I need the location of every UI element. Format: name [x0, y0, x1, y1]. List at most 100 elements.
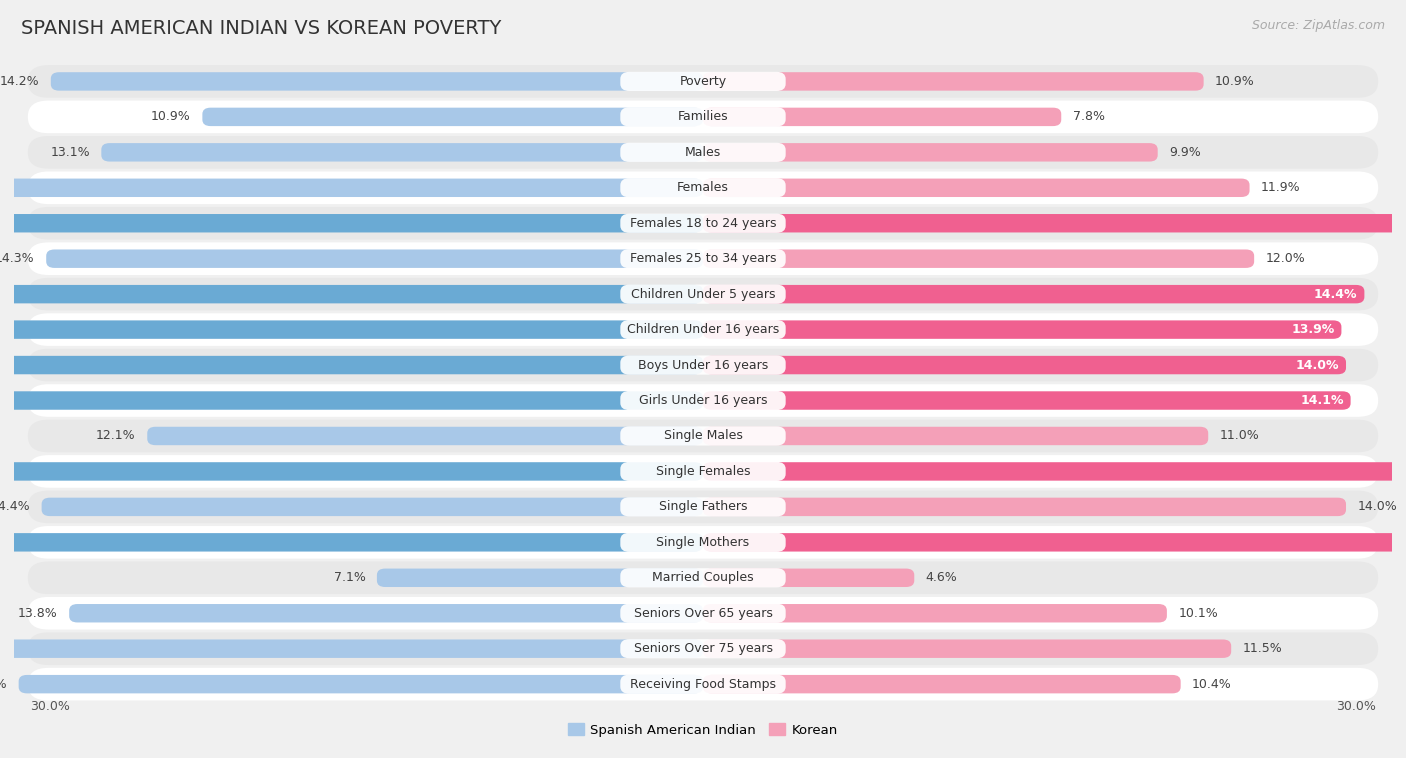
FancyBboxPatch shape — [620, 427, 786, 446]
FancyBboxPatch shape — [620, 178, 786, 197]
FancyBboxPatch shape — [620, 462, 786, 481]
Text: 14.0%: 14.0% — [1358, 500, 1398, 513]
Text: Children Under 16 years: Children Under 16 years — [627, 323, 779, 336]
FancyBboxPatch shape — [620, 284, 786, 304]
Text: Receiving Food Stamps: Receiving Food Stamps — [630, 678, 776, 691]
Text: 10.9%: 10.9% — [150, 111, 191, 124]
Text: 11.9%: 11.9% — [1261, 181, 1301, 194]
Text: Seniors Over 65 years: Seniors Over 65 years — [634, 606, 772, 620]
FancyBboxPatch shape — [703, 321, 1341, 339]
FancyBboxPatch shape — [0, 321, 703, 339]
FancyBboxPatch shape — [0, 391, 703, 410]
FancyBboxPatch shape — [703, 391, 1351, 410]
FancyBboxPatch shape — [28, 490, 1378, 523]
FancyBboxPatch shape — [703, 604, 1167, 622]
FancyBboxPatch shape — [28, 455, 1378, 487]
Text: 14.4%: 14.4% — [1315, 287, 1358, 301]
Text: Single Fathers: Single Fathers — [659, 500, 747, 513]
FancyBboxPatch shape — [620, 639, 786, 658]
Text: Males: Males — [685, 146, 721, 159]
Text: 13.9%: 13.9% — [1291, 323, 1334, 336]
Text: 12.0%: 12.0% — [1265, 252, 1305, 265]
Text: 14.4%: 14.4% — [0, 500, 30, 513]
FancyBboxPatch shape — [0, 356, 703, 374]
FancyBboxPatch shape — [703, 285, 1364, 303]
Text: SPANISH AMERICAN INDIAN VS KOREAN POVERTY: SPANISH AMERICAN INDIAN VS KOREAN POVERT… — [21, 19, 502, 38]
FancyBboxPatch shape — [148, 427, 703, 445]
FancyBboxPatch shape — [703, 214, 1406, 233]
FancyBboxPatch shape — [0, 462, 703, 481]
FancyBboxPatch shape — [703, 72, 1204, 91]
FancyBboxPatch shape — [28, 668, 1378, 700]
FancyBboxPatch shape — [28, 313, 1378, 346]
FancyBboxPatch shape — [28, 65, 1378, 98]
Text: 11.5%: 11.5% — [1243, 642, 1282, 655]
FancyBboxPatch shape — [0, 214, 703, 233]
FancyBboxPatch shape — [620, 497, 786, 516]
Text: 14.3%: 14.3% — [0, 252, 35, 265]
FancyBboxPatch shape — [0, 640, 703, 658]
FancyBboxPatch shape — [620, 249, 786, 268]
FancyBboxPatch shape — [703, 249, 1254, 268]
FancyBboxPatch shape — [703, 427, 1208, 445]
FancyBboxPatch shape — [202, 108, 703, 126]
FancyBboxPatch shape — [620, 533, 786, 552]
Text: 14.9%: 14.9% — [0, 678, 7, 691]
Text: 30.0%: 30.0% — [30, 700, 70, 713]
FancyBboxPatch shape — [703, 143, 1157, 161]
FancyBboxPatch shape — [620, 675, 786, 694]
Text: 7.1%: 7.1% — [333, 572, 366, 584]
FancyBboxPatch shape — [703, 179, 1250, 197]
FancyBboxPatch shape — [28, 349, 1378, 381]
Text: 10.9%: 10.9% — [1215, 75, 1256, 88]
Text: 7.8%: 7.8% — [1073, 111, 1105, 124]
Text: 12.1%: 12.1% — [96, 430, 136, 443]
Text: 14.2%: 14.2% — [0, 75, 39, 88]
FancyBboxPatch shape — [101, 143, 703, 161]
Text: Married Couples: Married Couples — [652, 572, 754, 584]
Text: 14.0%: 14.0% — [1295, 359, 1339, 371]
FancyBboxPatch shape — [703, 498, 1346, 516]
FancyBboxPatch shape — [620, 143, 786, 162]
FancyBboxPatch shape — [46, 249, 703, 268]
Text: Females 18 to 24 years: Females 18 to 24 years — [630, 217, 776, 230]
FancyBboxPatch shape — [0, 179, 703, 197]
FancyBboxPatch shape — [28, 384, 1378, 417]
Text: Children Under 5 years: Children Under 5 years — [631, 287, 775, 301]
FancyBboxPatch shape — [620, 72, 786, 91]
Text: Females 25 to 34 years: Females 25 to 34 years — [630, 252, 776, 265]
Text: Source: ZipAtlas.com: Source: ZipAtlas.com — [1251, 19, 1385, 32]
Text: Seniors Over 75 years: Seniors Over 75 years — [634, 642, 772, 655]
FancyBboxPatch shape — [377, 568, 703, 587]
Text: 13.8%: 13.8% — [18, 606, 58, 620]
FancyBboxPatch shape — [28, 562, 1378, 594]
FancyBboxPatch shape — [703, 462, 1406, 481]
FancyBboxPatch shape — [620, 320, 786, 339]
Text: 14.1%: 14.1% — [1301, 394, 1344, 407]
FancyBboxPatch shape — [28, 136, 1378, 168]
FancyBboxPatch shape — [0, 533, 703, 552]
Text: 30.0%: 30.0% — [1336, 700, 1376, 713]
Text: 13.1%: 13.1% — [51, 146, 90, 159]
FancyBboxPatch shape — [0, 285, 703, 303]
FancyBboxPatch shape — [28, 171, 1378, 204]
FancyBboxPatch shape — [620, 391, 786, 410]
Text: Families: Families — [678, 111, 728, 124]
Text: Boys Under 16 years: Boys Under 16 years — [638, 359, 768, 371]
FancyBboxPatch shape — [28, 207, 1378, 240]
FancyBboxPatch shape — [28, 632, 1378, 665]
FancyBboxPatch shape — [703, 568, 914, 587]
FancyBboxPatch shape — [620, 356, 786, 374]
FancyBboxPatch shape — [28, 597, 1378, 630]
Text: 10.1%: 10.1% — [1178, 606, 1218, 620]
FancyBboxPatch shape — [703, 675, 1181, 694]
Text: Poverty: Poverty — [679, 75, 727, 88]
Text: 11.0%: 11.0% — [1220, 430, 1260, 443]
FancyBboxPatch shape — [703, 356, 1346, 374]
Text: Single Females: Single Females — [655, 465, 751, 478]
FancyBboxPatch shape — [51, 72, 703, 91]
FancyBboxPatch shape — [703, 640, 1232, 658]
FancyBboxPatch shape — [703, 533, 1406, 552]
Text: Girls Under 16 years: Girls Under 16 years — [638, 394, 768, 407]
FancyBboxPatch shape — [28, 526, 1378, 559]
